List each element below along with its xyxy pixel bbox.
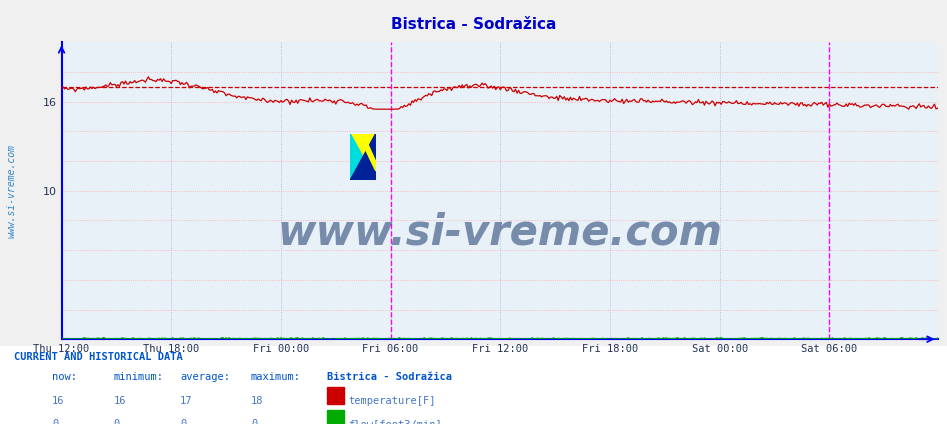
Text: maximum:: maximum: (251, 372, 301, 382)
Text: 16: 16 (114, 396, 126, 406)
Polygon shape (350, 134, 376, 180)
Text: 17: 17 (180, 396, 192, 406)
Text: 0: 0 (114, 419, 120, 424)
Text: flow[foot3/min]: flow[foot3/min] (348, 419, 442, 424)
Text: Bistrica - Sodražica: Bistrica - Sodražica (327, 372, 452, 382)
Text: 0: 0 (180, 419, 187, 424)
Text: www.si-vreme.com: www.si-vreme.com (7, 144, 16, 238)
Text: now:: now: (52, 372, 77, 382)
Text: temperature[F]: temperature[F] (348, 396, 436, 406)
Text: minimum:: minimum: (114, 372, 164, 382)
Text: 0: 0 (251, 419, 258, 424)
Text: 0: 0 (52, 419, 59, 424)
Text: Bistrica - Sodražica: Bistrica - Sodražica (391, 17, 556, 32)
Text: average:: average: (180, 372, 230, 382)
Text: 16: 16 (52, 396, 64, 406)
Polygon shape (350, 134, 376, 157)
Text: CURRENT AND HISTORICAL DATA: CURRENT AND HISTORICAL DATA (14, 352, 183, 362)
Polygon shape (358, 134, 376, 171)
Polygon shape (350, 134, 376, 180)
Text: www.si-vreme.com: www.si-vreme.com (277, 211, 722, 254)
Text: 18: 18 (251, 396, 263, 406)
